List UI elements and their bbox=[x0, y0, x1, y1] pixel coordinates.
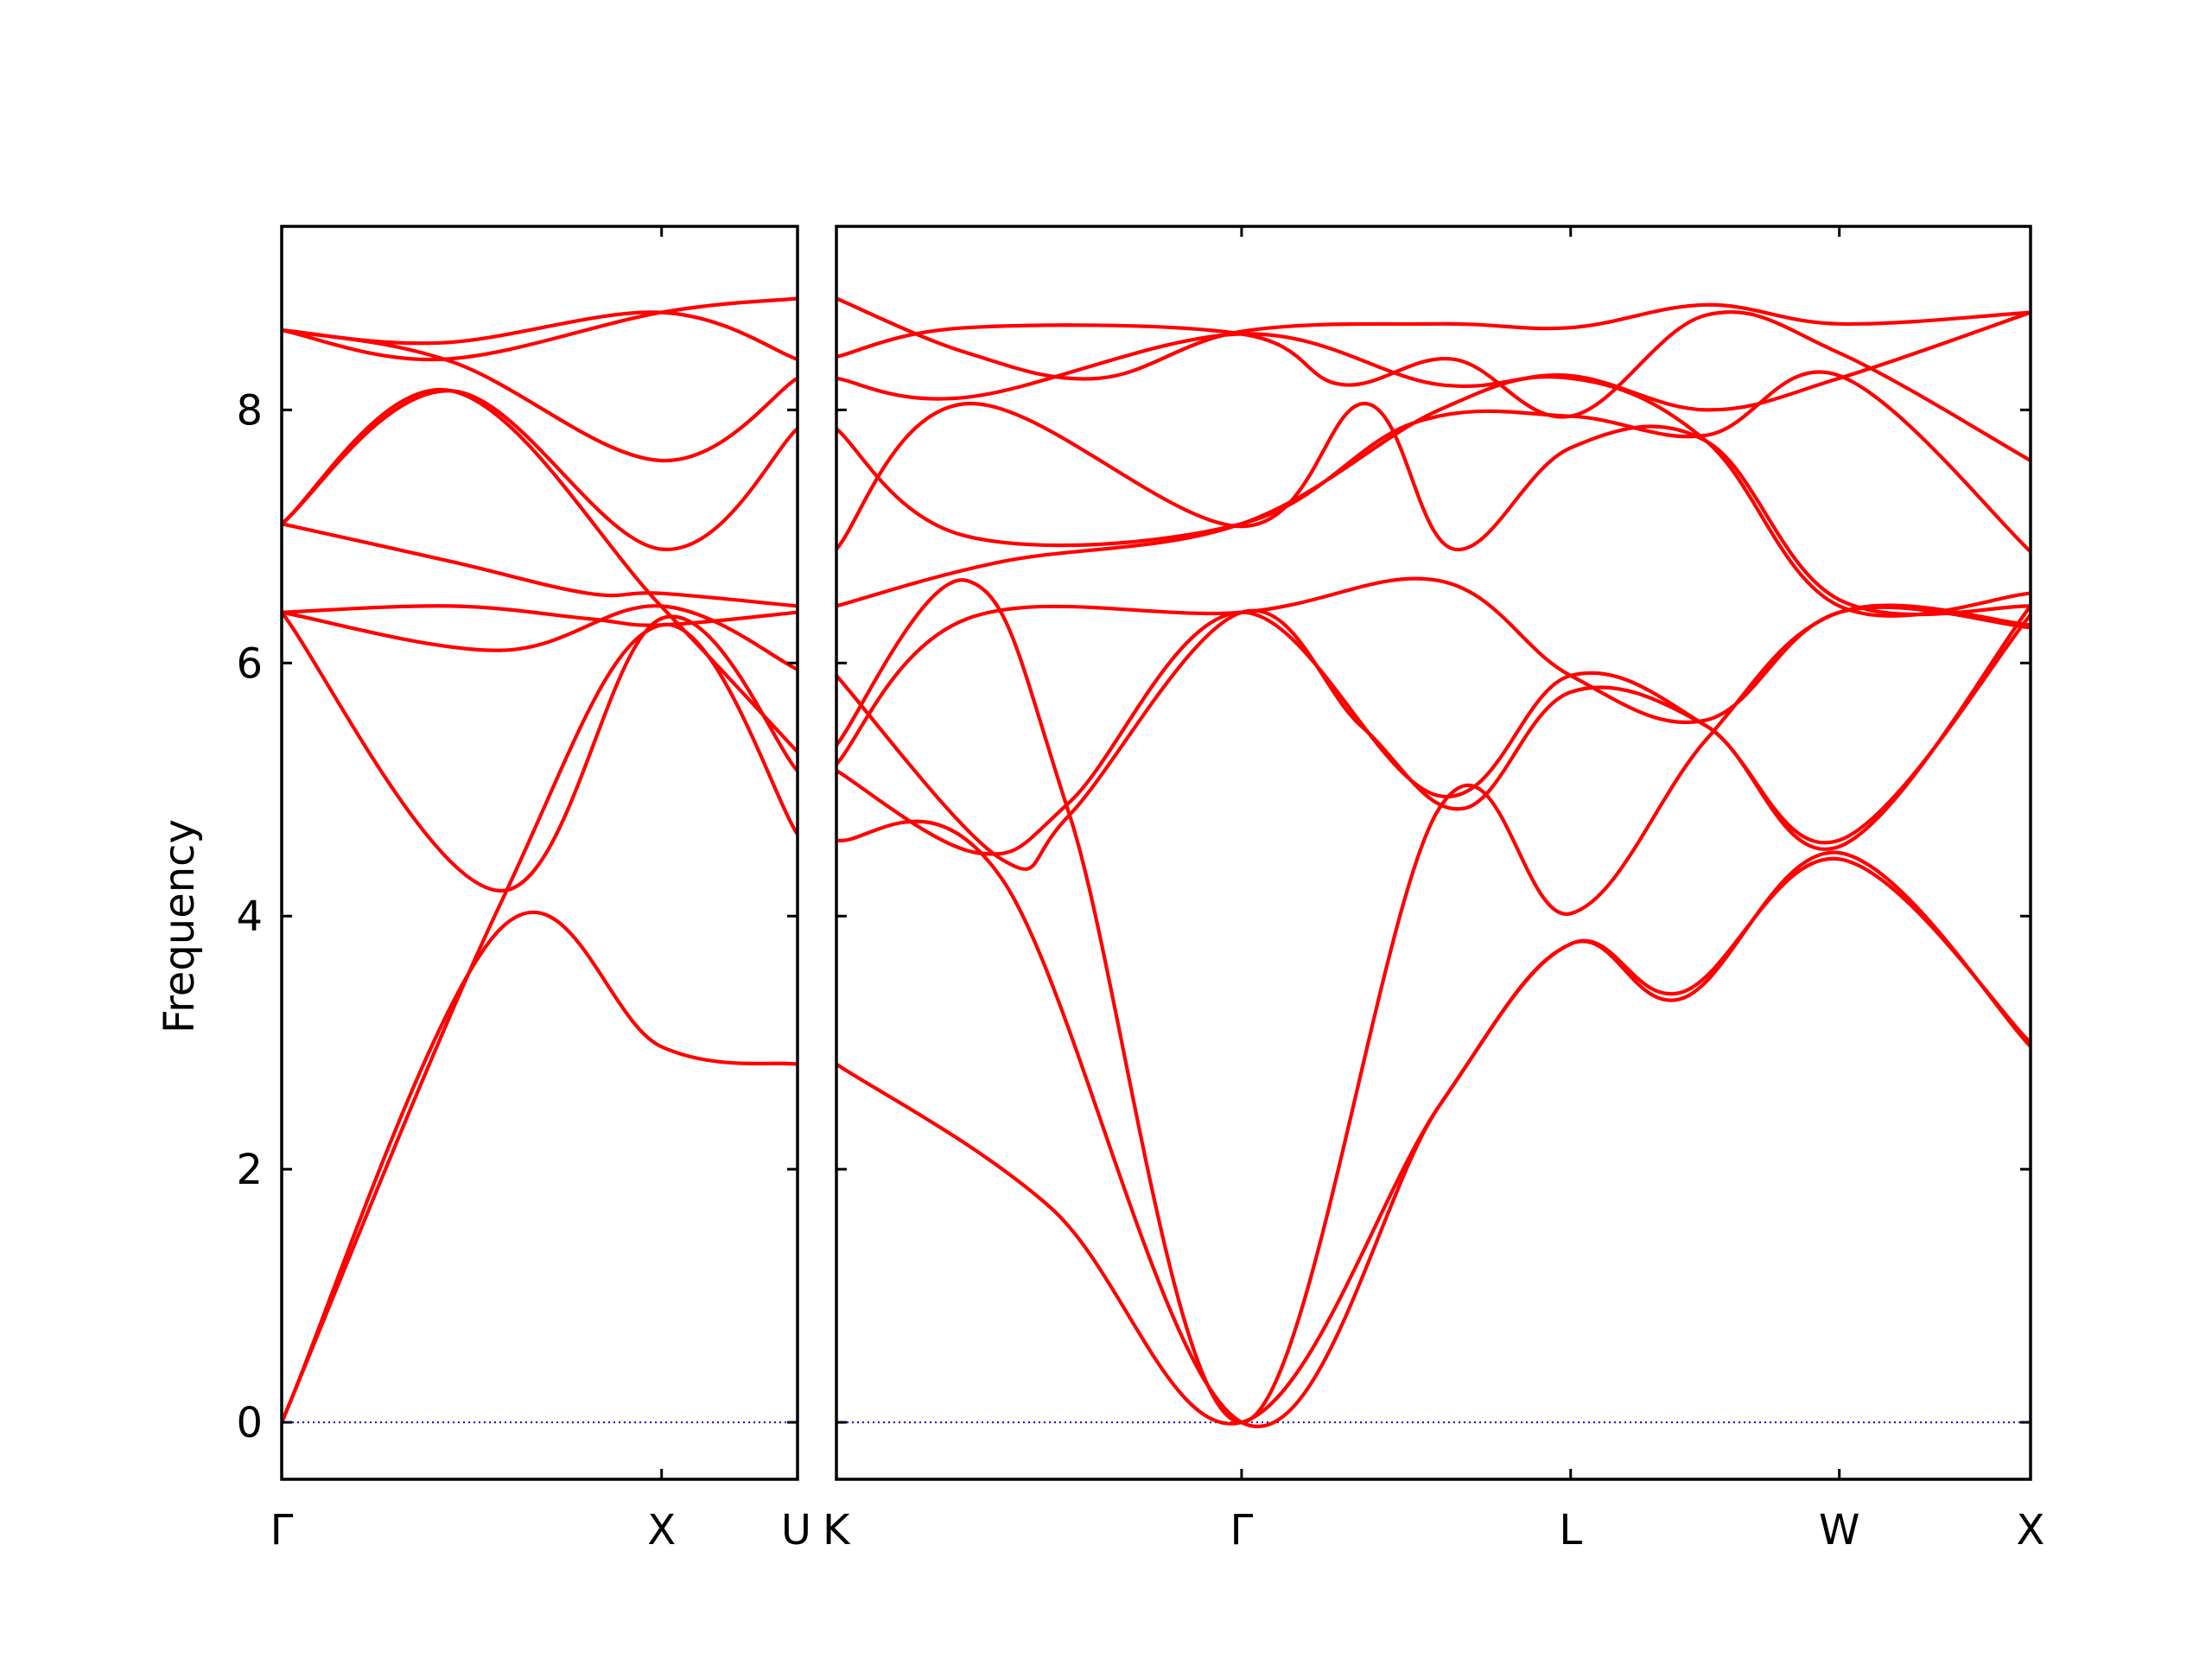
x-tick-label: Γ bbox=[1230, 1506, 1254, 1554]
y-tick-label: 6 bbox=[236, 639, 263, 688]
chart-panels: 0 2 4 6 8 Γ X U K Γ L W X bbox=[236, 225, 2045, 1554]
panel-frame bbox=[280, 225, 799, 1481]
phonon-band-2 bbox=[836, 819, 2031, 1428]
phonon-band-6 bbox=[282, 522, 798, 608]
phonon-band-12 bbox=[836, 296, 2031, 381]
x-tick-label: X bbox=[647, 1506, 676, 1554]
phonon-band-8 bbox=[836, 401, 2031, 617]
phonon-band-4 bbox=[282, 604, 798, 627]
x-tick-label: K bbox=[823, 1506, 851, 1554]
phonon-band-5 bbox=[836, 610, 2031, 856]
x-tick-label: Γ bbox=[270, 1506, 294, 1554]
phonon-band-4 bbox=[836, 604, 2031, 871]
x-tick-label: U bbox=[781, 1506, 811, 1554]
phonon-band-7 bbox=[282, 389, 798, 551]
phonon-band-10 bbox=[836, 310, 2031, 412]
phonon-band-1 bbox=[836, 850, 2031, 1426]
panel-frame bbox=[835, 225, 2032, 1481]
phonon-band-9 bbox=[282, 296, 798, 362]
phonon-band-3 bbox=[282, 610, 798, 893]
x-tick-label: W bbox=[1819, 1506, 1859, 1554]
phonon-band-10 bbox=[282, 310, 798, 361]
y-tick-label: 8 bbox=[236, 386, 263, 435]
phonon-band-5 bbox=[282, 387, 798, 753]
phonon-band-1 bbox=[282, 910, 798, 1425]
phonon-band-9 bbox=[836, 370, 2031, 554]
phonon-band-3 bbox=[836, 578, 2031, 1425]
phonon-band-6 bbox=[836, 576, 2031, 766]
y-tick-label: 0 bbox=[236, 1399, 263, 1447]
x-tick-label: L bbox=[1559, 1506, 1582, 1554]
y-axis-label: Frequency bbox=[156, 819, 204, 1033]
phonon-band-2 bbox=[282, 622, 798, 1425]
x-tick-label: X bbox=[2017, 1506, 2045, 1554]
y-tick-label: 4 bbox=[236, 893, 263, 941]
panel-1: 0 2 4 6 8 Γ X U bbox=[236, 225, 811, 1554]
y-tick-label: 2 bbox=[236, 1146, 263, 1194]
band-group bbox=[282, 296, 798, 1425]
band-group bbox=[836, 296, 2031, 1428]
phonon-band-11 bbox=[836, 310, 2031, 463]
phonon-band-11 bbox=[282, 604, 798, 671]
